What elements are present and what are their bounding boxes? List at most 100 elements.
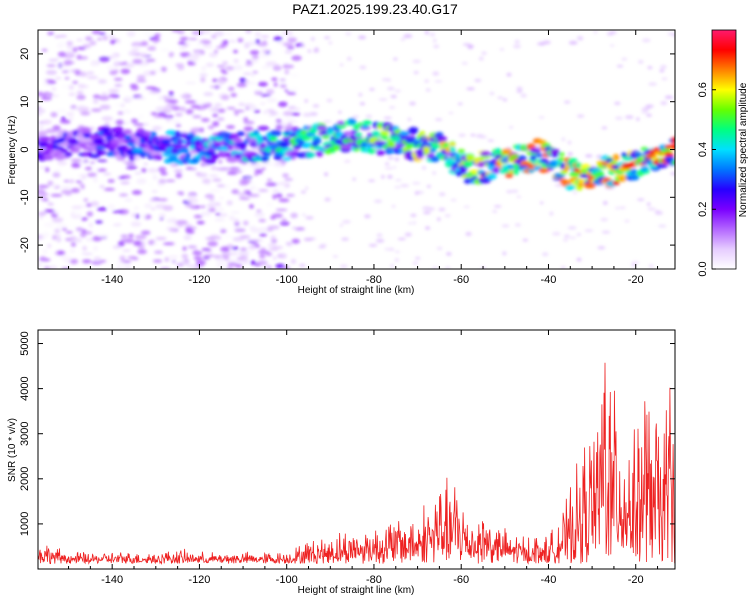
heatmap-cell [336,120,346,126]
heatmap-cell [186,56,198,59]
heatmap-cell [201,66,207,71]
heatmap-cell [134,234,147,240]
heatmap-cell [390,264,394,268]
heatmap-cell [60,148,68,154]
heatmap-cell [202,256,211,260]
heatmap-cell [91,108,102,112]
heatmap-cell [51,217,64,223]
heatmap-cell [243,120,255,125]
heatmap-cell [113,69,119,74]
heatmap-cell [558,152,565,157]
heatmap-cell [260,102,266,105]
heatmap-cell [100,179,105,184]
heatmap-cell [259,233,267,237]
heatmap-cell [393,166,397,169]
heatmap-cell [56,64,68,67]
heatmap-cell [410,213,417,217]
heatmap-cell [384,248,389,251]
heatmap-cell [248,40,257,46]
heatmap-cell [393,57,398,61]
heatmap-cell [137,178,147,181]
heatmap-cell [38,184,49,189]
heatmap-cell [381,175,385,179]
heatmap-cell [50,94,60,97]
heatmap-cell [193,49,204,53]
heatmap-cell [214,103,222,107]
heatmap-cell [231,246,239,250]
heatmap-cell [158,95,164,101]
heatmap-cell [267,178,272,182]
heatmap-cell [117,133,125,141]
heatmap-cell [567,157,578,165]
heatmap-cell [237,38,244,43]
heatmap-cell [122,61,128,65]
heatmap-cell [552,231,561,236]
heatmap-cell [207,241,218,247]
heatmap-cell [324,172,329,177]
heatmap-cell [234,263,243,269]
heatmap-cell [76,38,84,42]
heatmap-cell [217,79,226,85]
heatmap-cell [618,206,626,209]
heatmap-cell [502,98,508,102]
heatmap-cell [418,130,426,137]
heatmap-cell [646,114,652,117]
heatmap-cell [252,129,260,135]
heatmap-cell [435,118,443,121]
heatmap-cell [240,247,247,251]
heatmap-cell [386,142,396,148]
heatmap-cell [568,41,578,45]
heatmap-cell [277,187,287,193]
heatmap-cell [341,237,349,241]
heatmap-cell [233,218,240,224]
heatmap-cell [61,84,70,89]
heatmap-cell [244,238,255,241]
heatmap-cell [321,134,331,139]
heatmap-cell [107,179,115,183]
heatmap-cell [64,151,73,157]
heatmap-cell [168,255,179,258]
heatmap-cell [218,159,223,164]
heatmap-cell [660,101,668,105]
heatmap-cell [150,131,157,136]
y-tick-label: 5000 [19,331,31,355]
heatmap-cell [486,172,497,180]
heatmap-cell [77,105,86,109]
heatmap-cell [63,68,76,71]
heatmap-cell [290,212,298,219]
heatmap-cell [315,150,324,157]
heatmap-cell [89,40,97,46]
heatmap-cell [72,47,78,53]
colorbar-tick-label: 0.6 [697,82,709,97]
heatmap-cell [394,89,401,93]
heatmap-cell [150,207,156,210]
heatmap-cell [567,226,577,230]
heatmap-cell [497,96,503,99]
heatmap-cell [492,210,498,213]
heatmap-cell [282,156,292,162]
heatmap-cell [432,71,440,76]
heatmap-cell [261,167,266,170]
heatmap-cell [287,193,296,197]
heatmap-cell [421,166,427,170]
heatmap-cell [226,145,234,151]
heatmap-cell [164,257,170,262]
heatmap-cell [527,168,535,173]
heatmap-cell [597,171,605,178]
heatmap-cell [261,65,272,69]
x-tick-label: -100 [276,274,298,286]
heatmap-cell [120,234,129,238]
heatmap-cell [217,117,225,121]
heatmap-cell [91,260,102,265]
heatmap-cell [615,206,619,210]
heatmap-cell [171,106,181,111]
heatmap-cell [249,181,256,187]
heatmap-cell [82,43,91,49]
heatmap-cell [655,210,661,213]
heatmap-cell [133,123,145,126]
heatmap-cell [153,115,165,118]
heatmap-cell [412,59,421,63]
heatmap-cell [117,241,125,247]
heatmap-cell [270,135,278,142]
heatmap-cell [185,109,194,115]
